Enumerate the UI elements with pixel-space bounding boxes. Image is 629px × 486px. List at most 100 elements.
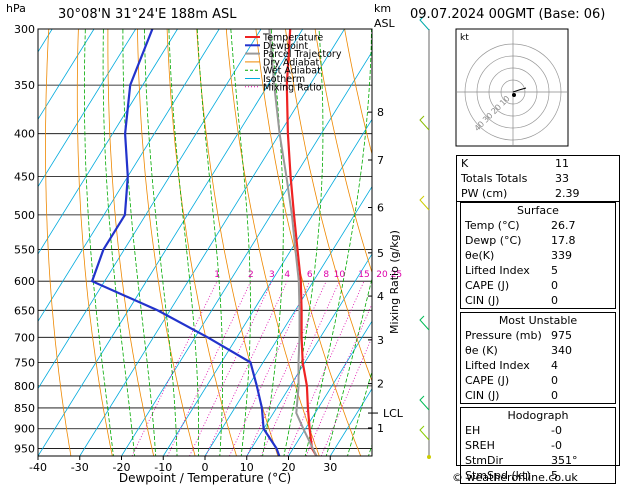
- pressure-tick-label: 750: [14, 356, 35, 369]
- surface-value: 339: [551, 249, 572, 262]
- asl-unit-label: ASL: [374, 17, 396, 30]
- x-tick-label: 0: [202, 461, 209, 474]
- km-tick-label: 8: [377, 106, 384, 119]
- surface-row: Dewp (°C) 17.8: [461, 233, 615, 248]
- lcl-label: LCL: [383, 407, 404, 420]
- hodograph-value: 5: [551, 469, 558, 482]
- dry-adiabat-line: [225, 29, 320, 456]
- mixing-ratio-label: 10: [334, 270, 346, 280]
- mixing-ratio-axis-label: Mixing Ratio (g/kg): [388, 230, 401, 334]
- dry-adiabat-line: [137, 29, 196, 456]
- surface-value: 5: [551, 264, 558, 277]
- most-unstable-value: 4: [551, 359, 558, 372]
- index-value: 33: [555, 172, 569, 185]
- mixing-ratio-label: 25: [391, 270, 402, 280]
- legend-label: Wet Adiabat: [263, 66, 321, 77]
- x-tick-label: 10: [240, 461, 254, 474]
- pressure-tick-label: 650: [14, 304, 35, 317]
- dry-adiabat-line: [255, 29, 362, 456]
- wet-adiabat-line: [144, 29, 178, 456]
- mixing-ratio-line: [305, 303, 372, 456]
- pressure-tick-label: 300: [14, 23, 35, 36]
- surface-label: Lifted Index: [465, 264, 530, 277]
- hodograph-label: StmSpd (kt): [465, 469, 531, 482]
- mixing-ratio-label: 2: [248, 270, 254, 280]
- pressure-tick-label: 500: [14, 209, 35, 222]
- wet-adiabat-line: [196, 29, 224, 456]
- most-unstable-label: θe (K): [465, 344, 498, 357]
- isotherm-line: [38, 29, 137, 188]
- datetime-title: 09.07.2024 00GMT (Base: 06): [410, 7, 606, 22]
- wind-calm-icon: [427, 455, 431, 459]
- wet-adiabat-line: [304, 29, 372, 456]
- wet-adiabat-line: [84, 29, 114, 456]
- most-unstable-row: Pressure (mb) 975: [461, 328, 615, 343]
- dry-adiabat-line: [196, 29, 279, 456]
- hodograph-section: Hodograph EH -0 SREH -0 StmDir 351° StmSpd (kt…: [460, 407, 616, 484]
- isotherm-line: [38, 29, 262, 390]
- pressure-tick-label: 600: [14, 275, 35, 288]
- legend-label: Temperature: [262, 33, 323, 44]
- indices-panel: K 11 Totals Totals 33 PW (cm) 2.39: [456, 155, 620, 202]
- wind-barb-icon: [419, 395, 430, 411]
- most-unstable-label: CIN (J): [465, 389, 500, 402]
- index-label: Totals Totals: [461, 172, 528, 185]
- wind-barb-icon: [419, 115, 430, 131]
- legend-label: Dry Adiabat: [263, 57, 320, 68]
- x-tick-label: 20: [282, 461, 296, 474]
- x-tick-label: -30: [71, 461, 89, 474]
- hodograph-value: -0: [551, 439, 562, 452]
- legend-label: Dewpoint: [263, 41, 308, 52]
- surface-row: CAPE (J) 0: [461, 278, 615, 293]
- isotherm-line: [246, 253, 372, 456]
- dry-adiabat-line: [107, 29, 155, 456]
- dry-adiabat-line: [285, 29, 372, 383]
- surface-row: Lifted Index 5: [461, 263, 615, 278]
- surface-row: CIN (J) 0: [461, 293, 615, 308]
- most-unstable-label: Lifted Index: [465, 359, 530, 372]
- hodograph-title: Hodograph: [507, 409, 569, 422]
- wet-adiabat-line: [325, 276, 372, 456]
- surface-label: CIN (J): [465, 294, 500, 307]
- most-unstable-row: CIN (J) 0: [461, 388, 615, 403]
- km-tick-label: 6: [377, 202, 384, 215]
- km-unit-label: km: [374, 2, 391, 15]
- hpa-unit-label: hPa: [6, 2, 26, 15]
- wind-barb-icon: [419, 195, 430, 211]
- most-unstable-title: Most Unstable: [498, 314, 578, 327]
- mixing-ratio-label: 1: [214, 270, 220, 280]
- pressure-tick-label: 450: [14, 171, 35, 184]
- wind-barb-icon: [419, 15, 430, 31]
- dry-adiabat-line: [45, 29, 72, 456]
- dry-adiabat-line: [314, 29, 372, 274]
- surface-value: 0: [551, 294, 558, 307]
- mixing-ratio-label: 6: [307, 270, 313, 280]
- mixing-ratio-line: [286, 281, 365, 456]
- legend-label: Parcel Trajectory: [263, 49, 342, 60]
- x-tick-label: -20: [113, 461, 131, 474]
- mixing-ratio-line: [189, 281, 273, 456]
- mixing-ratio-label: 3: [269, 270, 275, 280]
- most-unstable-row: CAPE (J) 0: [461, 373, 615, 388]
- details-panel: Surface Temp (°C) 26.7 Dewp (°C) 17.8 θe(K) 3…: [456, 202, 620, 484]
- dry-adiabat-line: [76, 29, 113, 456]
- km-tick-label: 5: [377, 247, 384, 260]
- footer-credit: © weatheronline.co.uk: [452, 471, 578, 484]
- isotherm-line: [38, 29, 220, 323]
- axes: 1 2 3 4 6 8 10 15 20 25hPa30035040045050055060065…: [6, 2, 402, 485]
- wet-adiabat-line: [168, 29, 200, 456]
- most-unstable-section: Most Unstable Pressure (mb) 975 θe (K) 340 L…: [460, 312, 616, 404]
- pressure-tick-label: 400: [14, 128, 35, 141]
- legend-label: Isotherm: [263, 74, 305, 85]
- mixing-ratio-line: [205, 281, 288, 456]
- mixing-ratio-line: [260, 281, 340, 456]
- mixing-ratio-label: 15: [358, 270, 369, 280]
- pressure-tick-label: 350: [14, 79, 35, 92]
- legend-label: Mixing Ratio: [263, 82, 322, 93]
- surface-label: θe(K): [465, 249, 495, 262]
- most-unstable-label: Pressure (mb): [465, 329, 542, 342]
- hodograph-row: StmDir 351°: [461, 453, 615, 468]
- wind-barbs: [419, 15, 431, 459]
- wind-barb-icon: [419, 315, 430, 331]
